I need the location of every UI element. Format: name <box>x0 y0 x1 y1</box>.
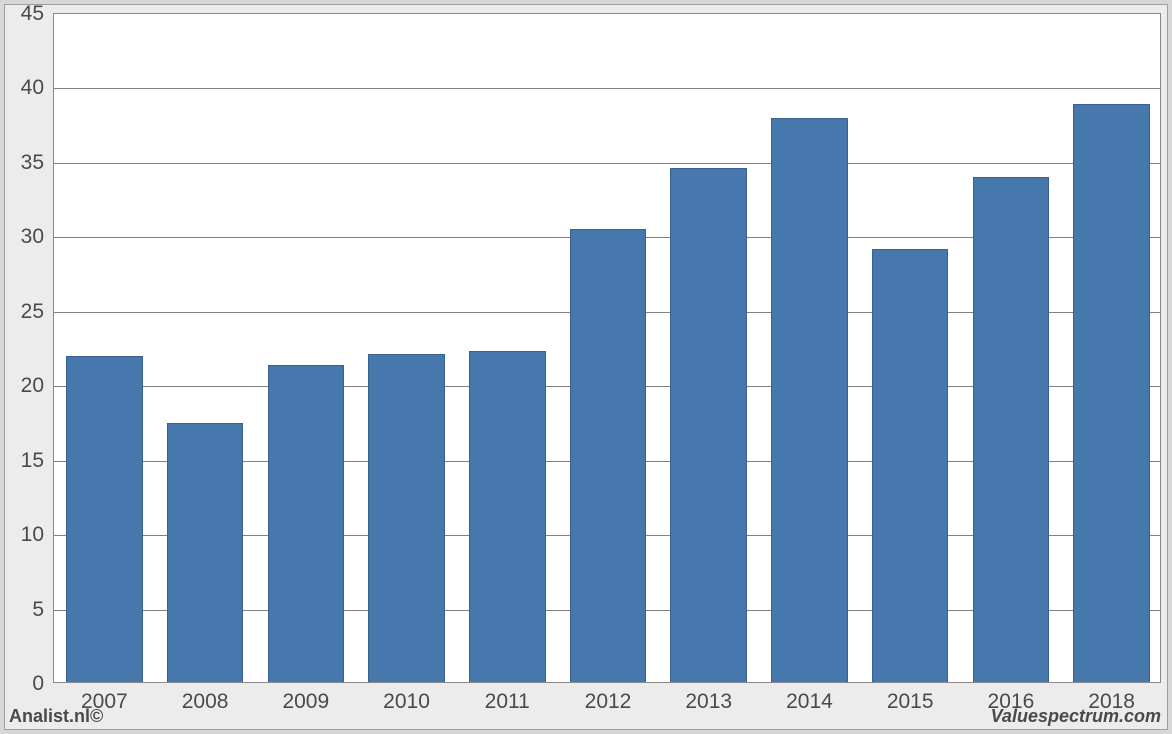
plot-area: 0510152025303540452007200820092010201120… <box>53 13 1161 683</box>
x-tick-label: 2014 <box>786 690 833 714</box>
footer-left-caption: Analist.nl© <box>9 706 103 727</box>
y-tick-label: 40 <box>21 76 44 100</box>
x-tick-label: 2008 <box>182 690 229 714</box>
bar <box>368 354 445 682</box>
bar <box>670 168 747 682</box>
gridline <box>54 163 1160 164</box>
x-tick-label: 2009 <box>282 690 329 714</box>
chart-frame: 0510152025303540452007200820092010201120… <box>4 4 1168 730</box>
bar <box>570 229 647 682</box>
y-tick-label: 10 <box>21 523 44 547</box>
y-tick-label: 35 <box>21 151 44 175</box>
bar <box>66 356 143 682</box>
bar <box>469 351 546 682</box>
y-tick-label: 5 <box>32 598 44 622</box>
y-tick-label: 30 <box>21 225 44 249</box>
y-tick-label: 0 <box>32 672 44 696</box>
y-tick-label: 25 <box>21 300 44 324</box>
x-tick-label: 2012 <box>585 690 632 714</box>
bar <box>872 249 949 682</box>
y-tick-label: 15 <box>21 449 44 473</box>
gridline <box>54 88 1160 89</box>
y-tick-label: 45 <box>21 2 44 26</box>
x-tick-label: 2010 <box>383 690 430 714</box>
x-tick-label: 2013 <box>685 690 732 714</box>
x-tick-label: 2015 <box>887 690 934 714</box>
bar <box>268 365 345 682</box>
bar <box>1073 104 1150 682</box>
bar <box>167 423 244 682</box>
y-tick-label: 20 <box>21 374 44 398</box>
bar <box>973 177 1050 682</box>
bar <box>771 118 848 682</box>
x-tick-label: 2011 <box>485 690 530 714</box>
footer-right-caption: Valuespectrum.com <box>991 706 1161 727</box>
